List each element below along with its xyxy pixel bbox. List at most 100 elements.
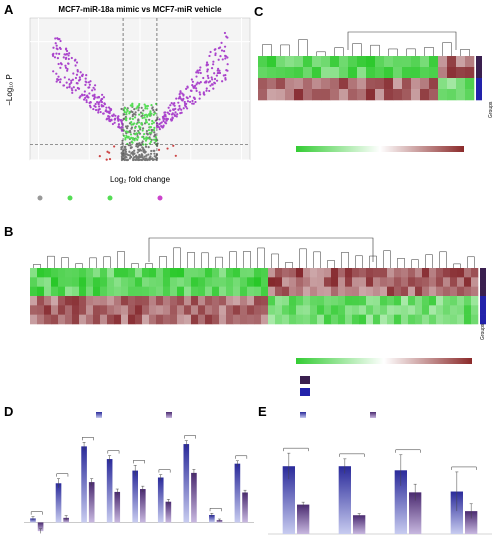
heatmap-cell [276, 78, 286, 90]
volcano-point [157, 126, 161, 129]
volcano-point [137, 131, 141, 134]
heatmap-cell [261, 268, 269, 278]
heatmap-cell [393, 78, 403, 90]
volcano-point [93, 96, 96, 99]
volcano-point [70, 56, 73, 60]
volcano-point [109, 108, 112, 111]
heatmap-cell [233, 296, 241, 306]
volcano-point [56, 78, 59, 81]
heatmap-cell [261, 277, 269, 287]
heatmap-cell [394, 305, 402, 315]
volcano-point [89, 80, 92, 83]
volcano-point [123, 113, 126, 116]
volcano-point [134, 137, 137, 140]
heatmap-c-cells [258, 56, 475, 101]
volcano-point [141, 154, 144, 157]
bar [242, 492, 248, 523]
volcano-point [85, 73, 88, 77]
heatmap-cell [282, 268, 290, 278]
heatmap-cell [303, 277, 311, 287]
volcano-point [203, 93, 206, 96]
heatmap-cell [331, 277, 339, 287]
volcano-point [206, 68, 209, 71]
volcano-point [98, 155, 101, 158]
volcano-point [174, 107, 177, 110]
volcano-point [91, 89, 94, 92]
volcano-point [152, 113, 155, 116]
volcano-point [65, 81, 68, 84]
volcano-point [94, 102, 97, 106]
heatmap-cell [366, 89, 376, 101]
volcano-point [71, 89, 74, 92]
heatmap-cell [156, 268, 164, 278]
dendrogram-branch [406, 48, 416, 56]
volcano-point [129, 146, 132, 150]
volcano-point [120, 158, 124, 162]
volcano-point [195, 83, 198, 86]
volcano-point [186, 100, 190, 103]
volcano-point [147, 146, 150, 149]
heatmap-cell [296, 296, 304, 306]
heatmap-cell [331, 268, 339, 278]
heatmap-cell [384, 78, 394, 90]
heatmap-cell [282, 314, 290, 325]
volcano-point [226, 69, 229, 72]
dendrogram-branch [460, 49, 470, 56]
heatmap-cell [401, 277, 409, 287]
heatmap-cell [352, 277, 360, 287]
heatmap-cell [30, 296, 38, 306]
volcano-point [51, 53, 54, 56]
color-scale-bar [296, 146, 464, 152]
heatmap-cell [317, 296, 325, 306]
heatmap-cell [240, 305, 248, 315]
heatmap-cell [366, 56, 376, 68]
volcano-point [207, 76, 210, 80]
volcano-point [53, 56, 57, 59]
heatmap-cell [177, 268, 185, 278]
heatmap-cell [408, 268, 416, 278]
dendrogram-branch [89, 257, 97, 268]
dendrogram-branch [47, 255, 55, 268]
volcano-point [192, 86, 195, 89]
heatmap-cell [338, 268, 346, 278]
volcano-point [65, 52, 69, 56]
heatmap-cell [394, 277, 402, 287]
heatmap-cell [37, 296, 45, 306]
heatmap-cell [219, 314, 227, 325]
heatmap-cell [443, 314, 451, 325]
volcano-point [81, 94, 84, 97]
heatmap-cell [240, 296, 248, 306]
heatmap-cell [142, 314, 150, 325]
volcano-point [103, 103, 107, 106]
heatmap-cell [380, 305, 388, 315]
heatmap-cell [436, 286, 444, 297]
volcano-point [68, 85, 71, 88]
heatmap-c-color-scale [296, 146, 464, 152]
heatmap-cell [79, 277, 87, 287]
heatmap-cell [465, 89, 475, 101]
volcano-point [52, 46, 55, 49]
volcano-point [149, 137, 152, 141]
heatmap-cell [276, 67, 286, 79]
volcano-point [151, 107, 154, 110]
heatmap-cell [44, 305, 52, 315]
heatmap-cell [429, 67, 439, 79]
dendrogram-branch [327, 260, 335, 268]
dendrogram-branch [33, 264, 41, 268]
volcano-point [145, 137, 148, 141]
volcano-point [225, 35, 228, 38]
volcano-point [162, 124, 165, 127]
volcano-point [63, 76, 66, 79]
volcano-point [159, 122, 162, 125]
heatmap-cell [310, 286, 318, 297]
heatmap-cell [86, 286, 94, 297]
volcano-point [117, 118, 120, 121]
volcano-legend-marker [67, 195, 73, 201]
heatmap-cell [240, 314, 248, 325]
heatmap-cell [394, 296, 402, 306]
heatmap-cell [345, 286, 353, 297]
volcano-point [171, 116, 174, 119]
heatmap-cell [402, 56, 412, 68]
volcano-point [186, 107, 189, 110]
volcano-point [155, 125, 159, 128]
